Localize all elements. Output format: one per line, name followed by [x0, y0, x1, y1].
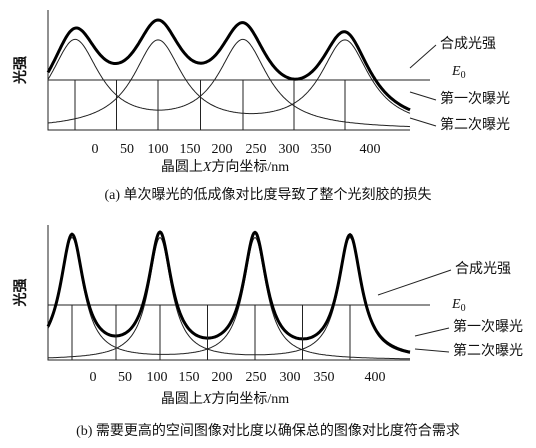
- x-tick-label: 0: [92, 142, 99, 157]
- x-axis-label: 晶圆上X方向坐标/nm: [161, 159, 289, 175]
- legend-label: 合成光强: [440, 36, 496, 52]
- leader-line: [414, 348, 450, 353]
- x-tick-label: 350: [314, 370, 335, 385]
- e0-label: E0: [451, 64, 466, 81]
- legend-label: 第二次曝光: [440, 116, 510, 133]
- x-tick-label: 300: [280, 370, 301, 385]
- x-tick-label: 150: [179, 370, 200, 385]
- x-tick-label: 350: [311, 142, 332, 157]
- x-tick-label: 100: [147, 370, 168, 385]
- x-axis-label-part: 方向坐标/nm: [211, 159, 289, 175]
- y-axis-label: 光强: [12, 56, 29, 85]
- x-axis-label-part: 方向坐标/nm: [211, 391, 289, 407]
- x-tick-label: 50: [118, 370, 132, 385]
- x-tick-label: 250: [246, 142, 267, 157]
- second-exposure-curve: [47, 39, 411, 124]
- leader-line: [409, 91, 437, 101]
- e0-main: E: [451, 64, 461, 79]
- x-tick-label: 50: [120, 142, 134, 157]
- legend-label: 第一次曝光: [440, 90, 510, 107]
- x-tick-label: 0: [90, 370, 97, 385]
- second-exposure-curve: [47, 237, 411, 359]
- leader-line: [409, 44, 437, 69]
- x-axis-label-part: X: [202, 392, 212, 407]
- caption: (b) 需要更高的空间图像对比度以确保总的图像对比度符合需求: [76, 422, 460, 439]
- x-axis-label-part: 晶圆上: [161, 391, 203, 407]
- x-tick-label: 200: [212, 370, 233, 385]
- legend-label: 第二次曝光: [453, 342, 523, 359]
- x-tick-label: 300: [279, 142, 300, 157]
- axis-frame: [47, 225, 410, 361]
- combined-curve: [46, 230, 411, 354]
- legend-label: 第一次曝光: [453, 318, 523, 335]
- x-tick-label: 400: [365, 370, 386, 385]
- e0-label: E0: [451, 297, 466, 314]
- x-tick-label: 100: [148, 142, 169, 157]
- legend-label: 合成光强: [455, 261, 511, 277]
- x-tick-label: 250: [246, 370, 267, 385]
- x-axis-label-part: X: [202, 160, 212, 175]
- y-axis-label: 光强: [12, 279, 29, 308]
- caption: (a) 单次曝光的低成像对比度导致了整个光刻胶的损失: [104, 186, 431, 203]
- x-axis-label-part: 晶圆上: [161, 159, 203, 175]
- e0-sub: 0: [461, 303, 466, 314]
- e0-sub: 0: [461, 70, 466, 81]
- axis-frame: [47, 10, 410, 131]
- x-tick-label: 200: [212, 142, 233, 157]
- leader-line: [414, 327, 450, 337]
- x-axis-label: 晶圆上X方向坐标/nm: [161, 391, 289, 407]
- e0-main: E: [451, 297, 461, 312]
- combined-curve: [46, 18, 411, 112]
- x-tick-label: 150: [180, 142, 201, 157]
- leader-line: [377, 269, 452, 296]
- first-exposure-curve: [47, 38, 411, 128]
- x-tick-label: 400: [360, 142, 381, 157]
- leader-line: [409, 117, 437, 127]
